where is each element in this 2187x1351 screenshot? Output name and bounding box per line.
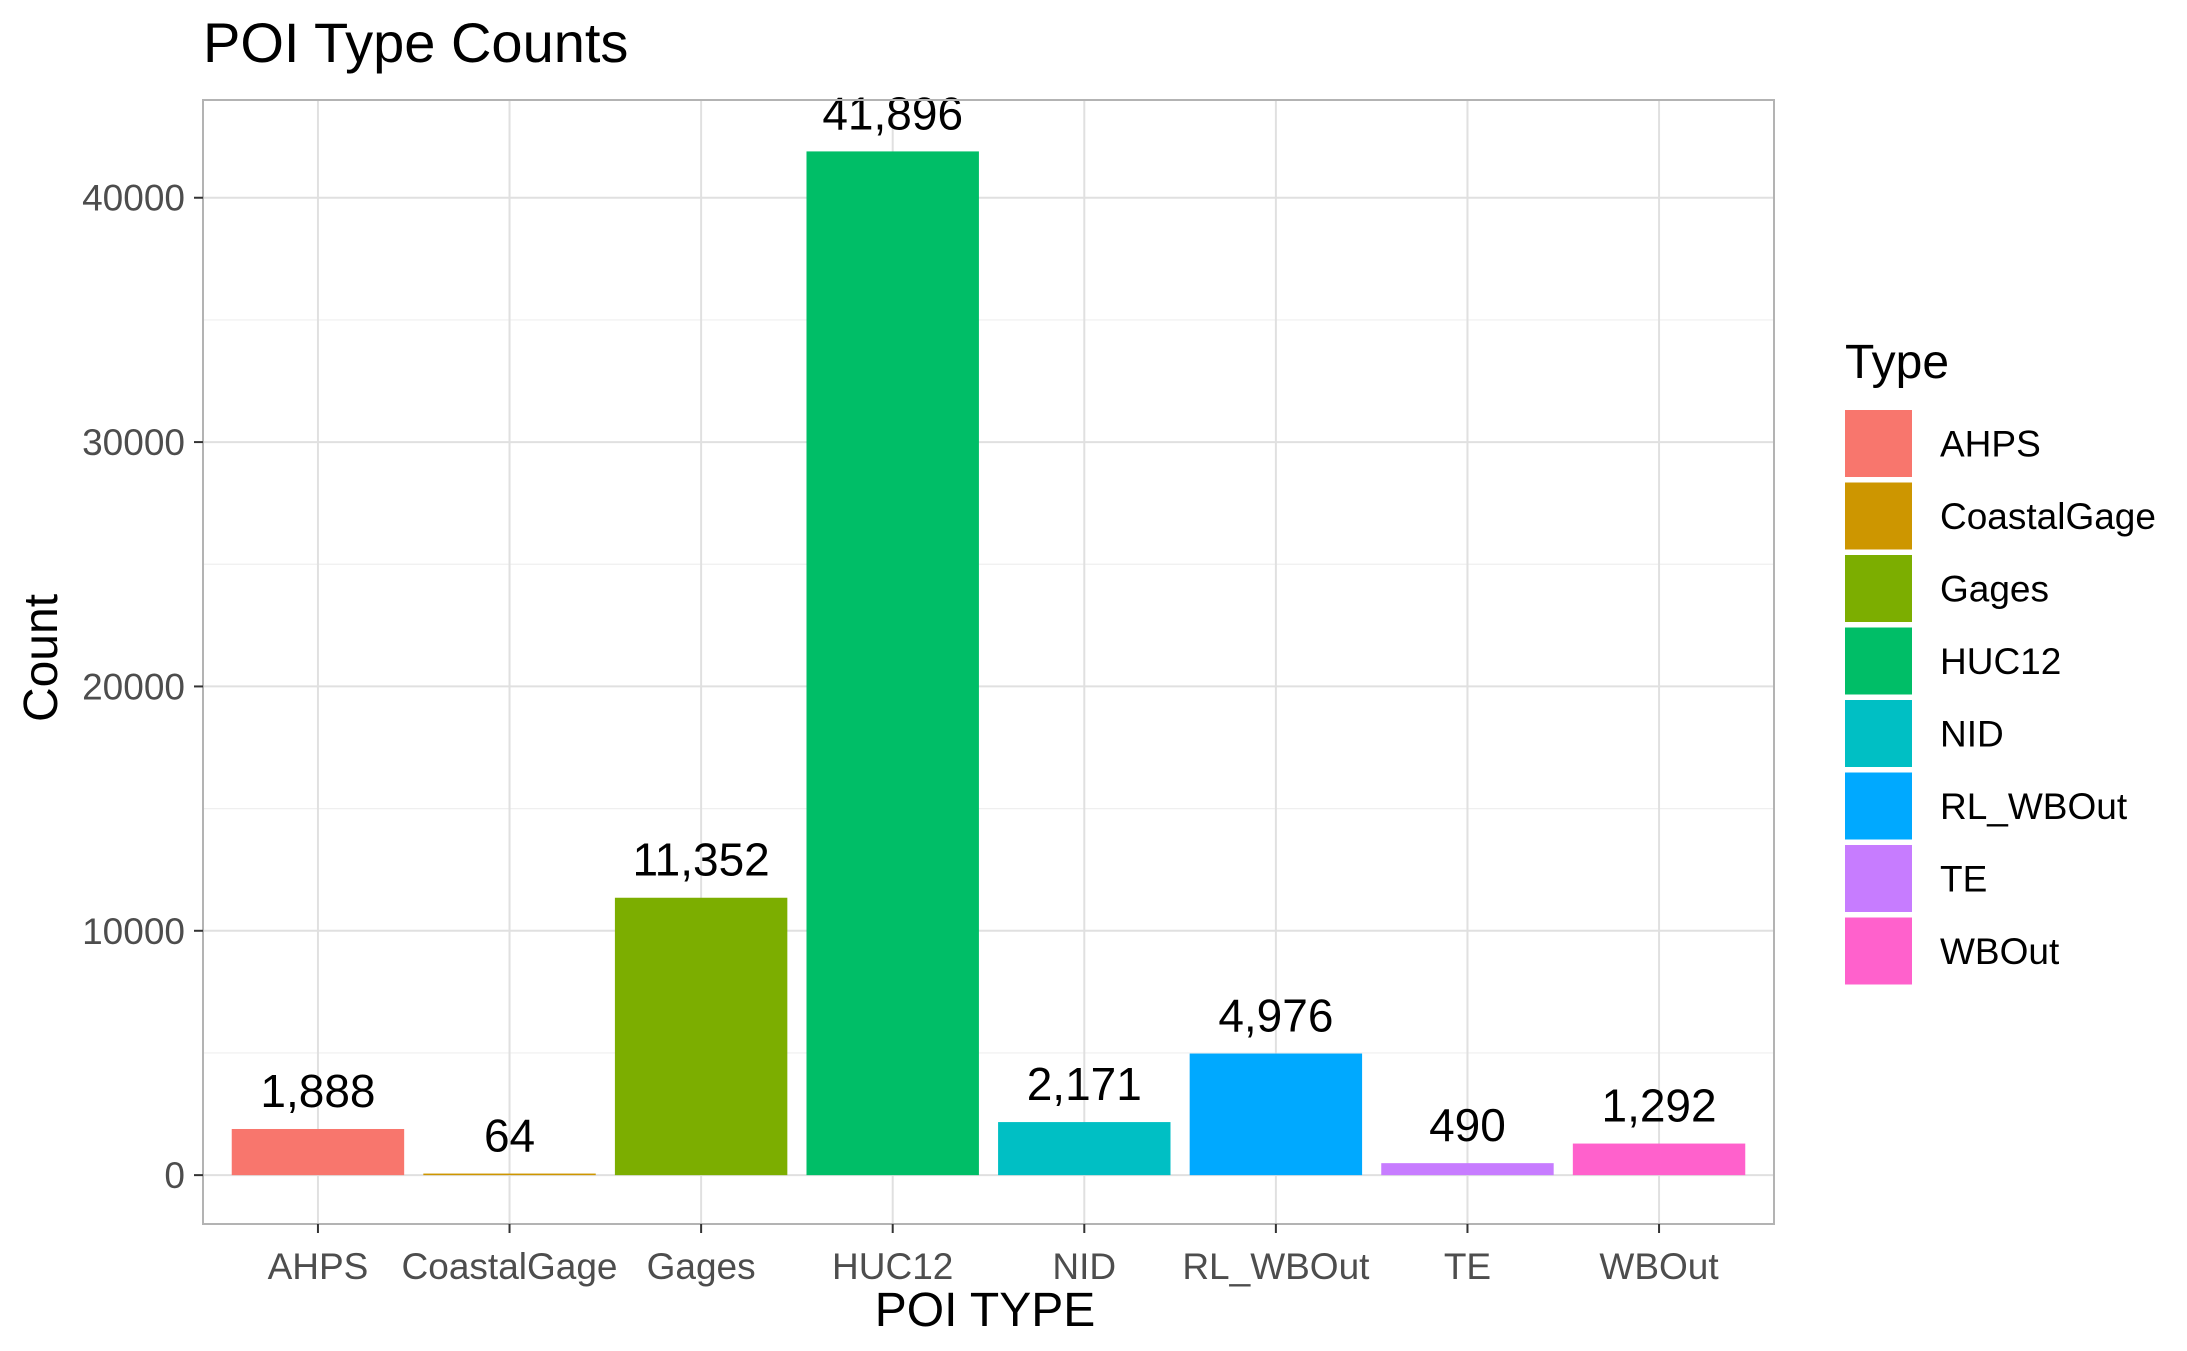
y-axis: 0 10000 20000 30000 40000 [82, 178, 203, 1196]
legend-item-nid: NID [1845, 700, 2004, 767]
data-label-te: 490 [1429, 1099, 1506, 1151]
x-tick-label-gages: Gages [647, 1246, 756, 1287]
data-label-gages: 11,352 [632, 834, 769, 886]
legend-label: HUC12 [1940, 641, 2061, 682]
legend-label: WBOut [1940, 931, 2060, 972]
legend-key-gages [1845, 555, 1912, 622]
x-tick-label-ahps: AHPS [268, 1246, 369, 1287]
legend-label: TE [1940, 859, 1987, 900]
bar-wbout [1572, 1143, 1746, 1176]
data-labels: 1,888 64 11,352 41,896 2,171 4,976 490 1,292 [260, 87, 1716, 1161]
bar-nid [998, 1122, 1171, 1176]
legend-key-coastalgage [1845, 482, 1912, 550]
x-tick-label-coastalgage: CoastalGage [402, 1246, 618, 1287]
legend-key-wbout [1845, 917, 1912, 985]
y-tick-label: 40000 [82, 178, 185, 219]
bar-ahps [231, 1128, 405, 1176]
data-label-nid: 2,171 [1027, 1058, 1142, 1110]
data-label-wbout: 1,292 [1601, 1080, 1716, 1132]
data-label-rl_wbout: 4,976 [1218, 990, 1333, 1042]
x-tick-label-wbout: WBOut [1599, 1246, 1719, 1287]
legend-key-huc12 [1845, 627, 1912, 695]
legend-item-huc12: HUC12 [1845, 627, 2061, 695]
legend-label: CoastalGage [1940, 496, 2156, 537]
x-axis-title: POI TYPE [875, 1284, 1096, 1337]
y-tick-label: 0 [164, 1155, 185, 1196]
data-label-huc12: 41,896 [822, 87, 963, 139]
legend-items: AHPS CoastalGage Gages HUC12 NID RL_WBOut TE WB… [1845, 410, 2156, 985]
x-tick-label-nid: NID [1052, 1246, 1116, 1287]
y-tick-label: 30000 [82, 422, 185, 463]
bar-rl_wbout [1189, 1053, 1363, 1176]
legend: Type AHPS CoastalGage Gages HUC12 NID RL_WBOu… [1845, 336, 2156, 985]
x-axis: AHPS CoastalGage Gages HUC12 NID RL_WBOut TE WB… [268, 1224, 1719, 1287]
legend-item-gages: Gages [1845, 555, 2049, 622]
legend-item-rl_wbout: RL_WBOut [1845, 772, 2128, 840]
legend-item-te: TE [1845, 845, 1987, 912]
legend-label: RL_WBOut [1940, 786, 2128, 827]
legend-item-ahps: AHPS [1845, 410, 2041, 477]
legend-key-te [1845, 845, 1912, 912]
data-label-coastalgage: 64 [484, 1110, 535, 1162]
bar-huc12 [806, 151, 979, 1176]
x-tick-label-te: TE [1444, 1246, 1491, 1287]
legend-title: Type [1845, 336, 1949, 389]
legend-item-coastalgage: CoastalGage [1845, 482, 2156, 550]
x-tick-label-huc12: HUC12 [832, 1246, 953, 1287]
bar-gages [614, 897, 788, 1176]
y-axis-title: Count [15, 594, 68, 722]
legend-label: AHPS [1940, 424, 2041, 465]
bars [231, 151, 1746, 1176]
y-tick-label: 10000 [82, 911, 185, 952]
legend-key-nid [1845, 700, 1912, 767]
bar-coastalgage [423, 1173, 596, 1176]
grid-lines [203, 100, 1774, 1224]
legend-label: Gages [1940, 569, 2049, 610]
panel-border [202, 99, 1775, 1225]
y-tick-label: 20000 [82, 666, 185, 707]
x-tick-label-rl_wbout: RL_WBOut [1182, 1246, 1370, 1287]
bar-te [1381, 1163, 1554, 1176]
legend-label: NID [1940, 714, 2004, 755]
data-label-ahps: 1,888 [260, 1065, 375, 1117]
legend-key-ahps [1845, 410, 1912, 477]
legend-item-wbout: WBOut [1845, 917, 2060, 985]
chart-title: POI Type Counts [203, 11, 628, 74]
legend-key-rl_wbout [1845, 772, 1912, 840]
